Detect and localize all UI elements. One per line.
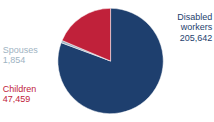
svg-text:Children47,459: Children47,459	[3, 84, 37, 104]
svg-text:Spouses1,854: Spouses1,854	[3, 45, 39, 65]
svg-text:Disabledworkers205,642: Disabledworkers205,642	[177, 12, 213, 43]
